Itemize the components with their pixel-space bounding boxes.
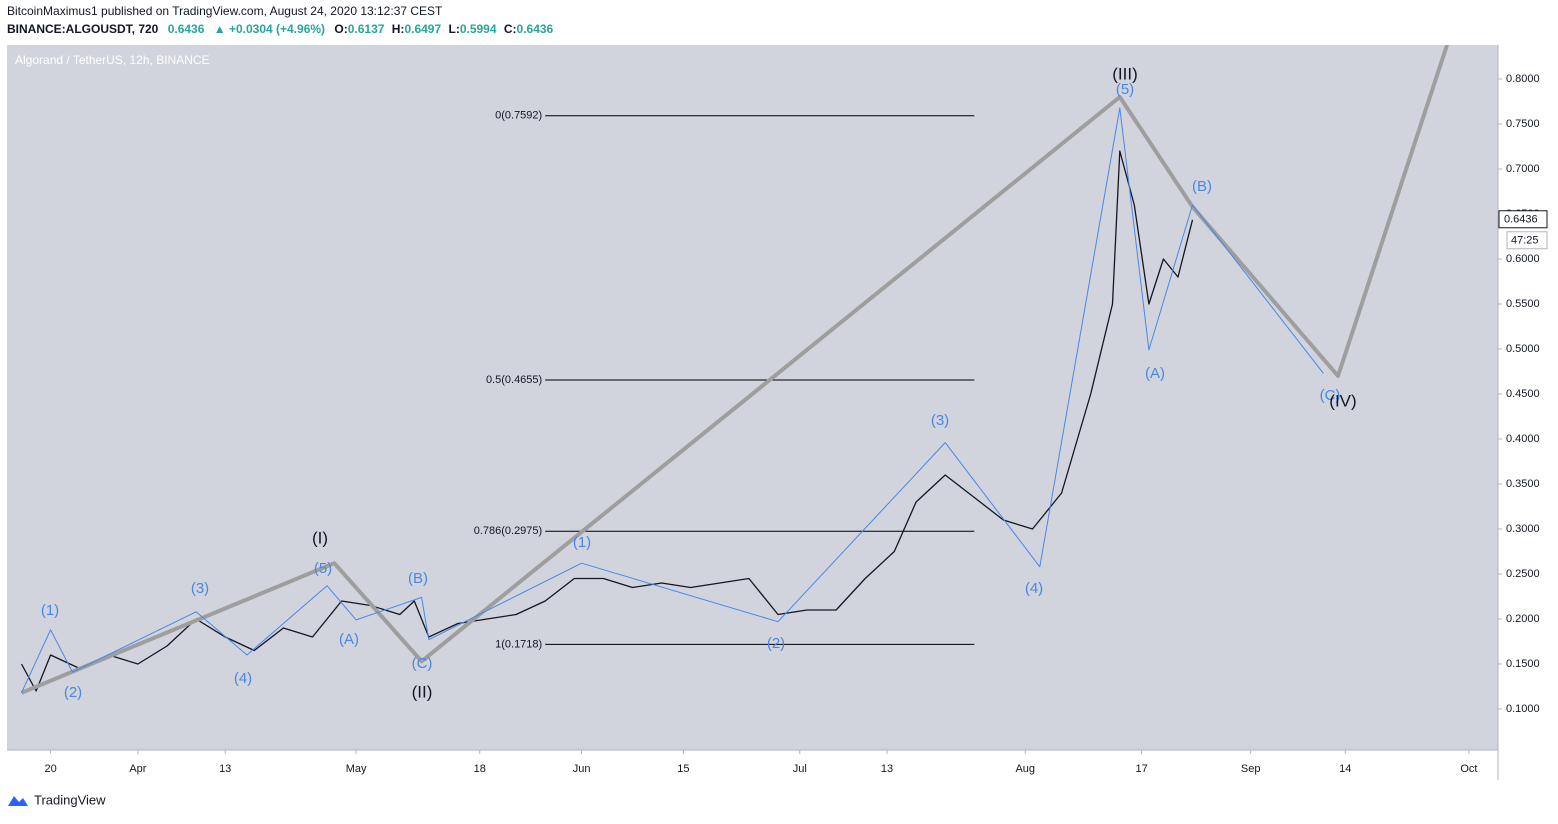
- x-tick-label: 18: [474, 763, 486, 775]
- wave-label: (A): [1145, 365, 1165, 382]
- fib-label: 0(0.7592): [495, 110, 542, 122]
- fib-label: 0.5(0.4655): [486, 374, 542, 386]
- wave-label: (5): [1116, 81, 1134, 98]
- y-tick-label: 0.4000: [1506, 433, 1540, 445]
- o: 0.6137: [348, 22, 385, 36]
- fib-label: 0.786(0.2975): [474, 525, 543, 537]
- x-tick-label: 13: [219, 763, 231, 775]
- c-label: C:: [504, 22, 517, 36]
- x-tick-label: 17: [1135, 763, 1147, 775]
- wave-label: (C): [1320, 387, 1341, 404]
- wave-label: (4): [234, 670, 252, 687]
- y-tick-label: 0.7500: [1506, 118, 1540, 130]
- y-tick-label: 0.3500: [1506, 478, 1540, 490]
- x-tick-label: 13: [881, 763, 893, 775]
- fib-label: 1(0.1718): [495, 638, 542, 650]
- price-tag-label: 0.6436: [1504, 214, 1538, 226]
- quote-line: BINANCE:ALGOUSDT, 720 0.6436 ▲ +0.0304 (…: [7, 22, 554, 36]
- countdown: 47:25: [1511, 235, 1539, 247]
- publisher: BitcoinMaximus1 published on TradingView…: [7, 4, 443, 18]
- x-tick-label: Oct: [1460, 763, 1477, 775]
- wave-label: (4): [1025, 580, 1043, 597]
- y-tick-label: 0.1500: [1506, 658, 1540, 670]
- wave-label: (C): [412, 655, 433, 672]
- last: 0.6436: [168, 22, 205, 36]
- price-line: [21, 107, 1324, 694]
- wave-label: (B): [1192, 178, 1212, 195]
- wave-label: (B): [408, 570, 428, 587]
- x-tick-label: Jun: [573, 763, 591, 775]
- l-label: L:: [448, 22, 459, 36]
- tv-logo: [8, 796, 28, 806]
- countdown-box: [1506, 231, 1548, 250]
- x-tick-label: 14: [1339, 763, 1351, 775]
- x-tick-label: May: [346, 763, 367, 775]
- x-tick-label: Apr: [129, 763, 146, 775]
- plot-bg: [7, 45, 1498, 750]
- x-tick-label: Sep: [1241, 763, 1261, 775]
- wave-label: (II): [412, 682, 433, 701]
- h-label: H:: [392, 22, 405, 36]
- symbol: BINANCE:ALGOUSDT, 720: [7, 22, 159, 36]
- price-tag: [1498, 210, 1548, 229]
- wave-label: (1): [41, 602, 59, 619]
- wave-label: (2): [64, 684, 82, 701]
- y-tick-label: 0.1000: [1506, 703, 1540, 715]
- change: ▲ +0.0304 (+4.96%): [214, 22, 325, 36]
- x-tick-label: Aug: [1015, 763, 1035, 775]
- y-tick-label: 0.7000: [1506, 163, 1540, 175]
- wave-label: (2): [767, 635, 785, 652]
- y-tick-label: 0.3000: [1506, 523, 1540, 535]
- wave-label: (3): [931, 412, 949, 429]
- y-tick-label: 0.5000: [1506, 343, 1540, 355]
- y-tick-label: 0.6000: [1506, 253, 1540, 265]
- y-tick-label: 0.8000: [1506, 73, 1540, 85]
- y-tick-label: 0.5500: [1506, 298, 1540, 310]
- l: 0.5994: [460, 22, 497, 36]
- price-line: [20, 45, 1449, 695]
- h: 0.6497: [404, 22, 441, 36]
- c: 0.6436: [517, 22, 554, 36]
- price-line: [20, 150, 1194, 692]
- chart-title: Algorand / TetherUS, 12h, BINANCE: [15, 53, 210, 67]
- y-tick-label: 0.4500: [1506, 388, 1540, 400]
- wave-label: (III): [1112, 64, 1138, 83]
- footer-brand: TradingView: [34, 792, 106, 807]
- wave-label: (3): [191, 580, 209, 597]
- wave-label: (A): [339, 631, 359, 648]
- wave-label: (5): [314, 560, 332, 577]
- x-tick-label: 15: [677, 763, 689, 775]
- wave-label: (1): [573, 534, 591, 551]
- x-tick-label: 20: [45, 763, 57, 775]
- wave-label: (I): [312, 528, 328, 547]
- o-label: O:: [334, 22, 347, 36]
- y-tick-label: 0.2500: [1506, 568, 1540, 580]
- wave-label: (IV): [1329, 391, 1356, 410]
- x-tick-label: Jul: [793, 763, 807, 775]
- y-tick-label: 0.2000: [1506, 613, 1540, 625]
